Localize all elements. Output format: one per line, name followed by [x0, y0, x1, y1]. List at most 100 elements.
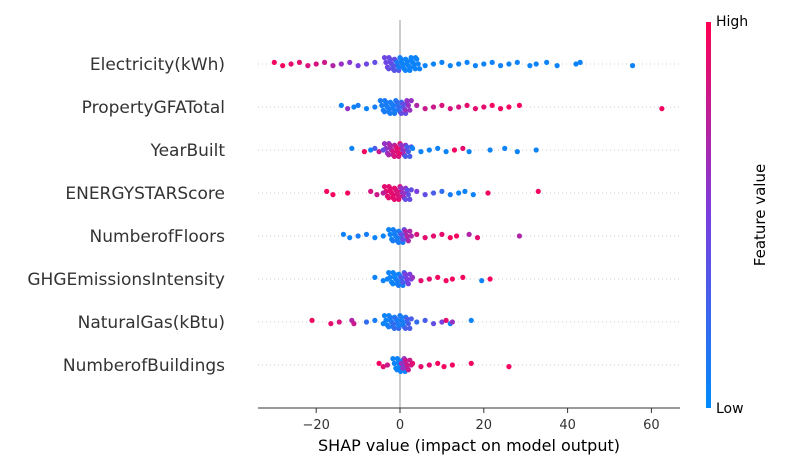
feature-label: NumberofFloors [90, 227, 226, 247]
shap-point [554, 63, 560, 69]
shap-point [453, 233, 460, 239]
shap-point [414, 102, 420, 108]
shap-point [355, 102, 361, 108]
shap-point [398, 56, 404, 62]
shap-point [468, 360, 474, 366]
x-tick-label: 20 [476, 418, 493, 433]
shap-point [456, 190, 462, 196]
x-tick-label: 60 [643, 418, 660, 433]
shap-point [414, 188, 420, 194]
shap-point [404, 144, 410, 150]
colorbar-low-label: Low [716, 401, 744, 417]
shap-point [407, 153, 413, 159]
shap-point [305, 63, 311, 69]
shap-point [435, 360, 441, 366]
shap-point [402, 357, 409, 363]
shap-point [338, 102, 344, 108]
shap-point [629, 63, 636, 69]
shap-point [441, 364, 447, 370]
shap-point [372, 104, 378, 110]
shap-point [497, 106, 504, 112]
colorbar-title: Feature value [751, 164, 769, 266]
shap-point [383, 59, 389, 65]
shap-point [418, 149, 424, 155]
shap-point [474, 235, 481, 241]
shap-point [372, 145, 378, 151]
shap-point [516, 233, 523, 239]
shap-point [391, 360, 397, 366]
shap-point [402, 228, 409, 234]
shap-point [407, 325, 413, 331]
shap-point [363, 319, 370, 325]
shap-point [430, 104, 437, 110]
shap-point [280, 63, 286, 69]
shap-point [380, 190, 386, 196]
x-tick-label: 40 [559, 418, 576, 433]
shap-point [535, 188, 541, 194]
feature-label: YearBuilt [149, 141, 225, 161]
shap-point [351, 104, 357, 110]
shap-point [387, 314, 393, 320]
shap-point [409, 145, 416, 151]
shap-point [394, 145, 400, 151]
shap-point [412, 66, 418, 72]
shap-point [380, 233, 386, 239]
shap-point [391, 228, 397, 234]
shap-point [395, 239, 402, 245]
shap-point [449, 362, 455, 368]
shap-point [417, 66, 423, 72]
shap-point [386, 324, 392, 330]
shap-point [394, 99, 400, 105]
shap-point [395, 150, 402, 156]
shap-point [390, 63, 396, 69]
shap-point [386, 106, 392, 112]
shap-point [439, 102, 445, 108]
shap-point [351, 321, 357, 327]
shap-point [430, 233, 437, 239]
shap-point [390, 356, 396, 362]
shap-point [527, 63, 533, 69]
shap-point [443, 149, 449, 155]
shap-point [395, 282, 402, 288]
shap-point [439, 319, 445, 325]
shap-point [407, 196, 413, 202]
shap-point [355, 233, 361, 239]
shap-point [368, 188, 374, 194]
shap-point [336, 319, 342, 325]
shap-point [288, 61, 294, 67]
shap-point [489, 102, 495, 108]
shap-point [464, 102, 470, 108]
shap-point [514, 149, 520, 155]
shap-point [573, 61, 579, 67]
shap-point [390, 192, 396, 198]
shap-point [449, 319, 455, 325]
shap-point [439, 188, 445, 194]
shap-point [462, 188, 468, 194]
shap-point [422, 192, 428, 198]
shap-point [395, 104, 402, 110]
shap-point [402, 196, 409, 202]
shap-point [402, 325, 409, 331]
shap-point [387, 185, 393, 191]
shap-point [400, 101, 406, 107]
shap-point [400, 279, 406, 285]
shap-point [376, 149, 382, 155]
feature-label: GHGEmissionsIntensity [27, 270, 225, 290]
shap-point [414, 319, 420, 325]
shap-point [400, 319, 406, 325]
shap-point [464, 59, 470, 65]
shap-point [426, 362, 432, 368]
shap-point [390, 102, 396, 108]
shap-point [426, 147, 432, 153]
shap-point [395, 193, 402, 199]
feature-label: Electricity(kWh) [90, 55, 225, 75]
shap-point [408, 98, 414, 104]
shap-point [391, 153, 397, 159]
shap-point [487, 276, 493, 282]
shap-point [384, 276, 391, 282]
shap-point [411, 61, 417, 67]
shap-point [398, 110, 404, 116]
shap-point [387, 142, 393, 148]
shap-point [485, 190, 491, 196]
shap-point [430, 61, 437, 67]
